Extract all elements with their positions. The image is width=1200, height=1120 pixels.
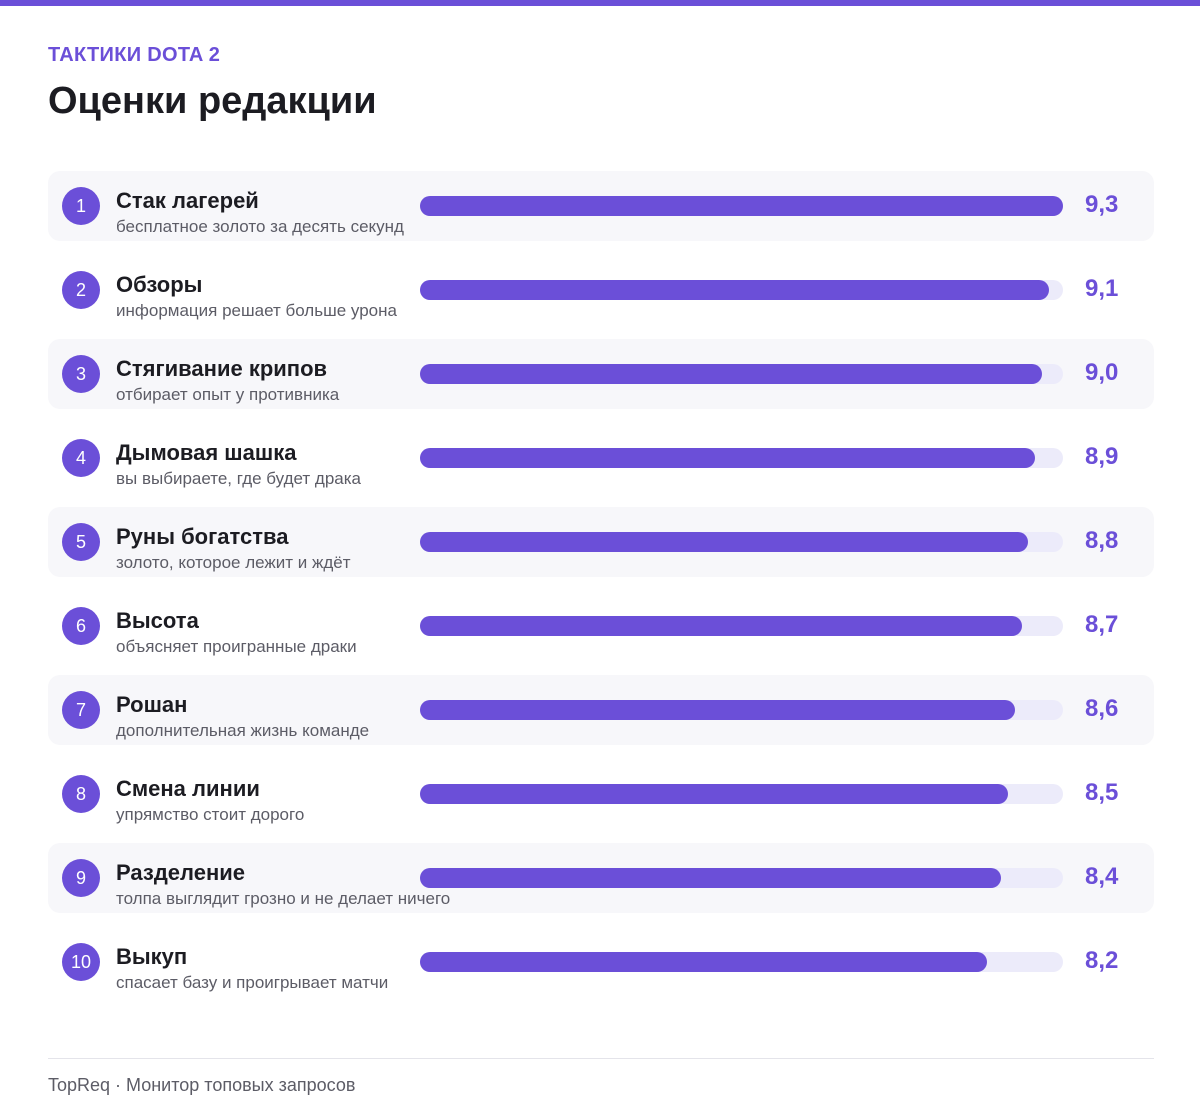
score-bar-fill <box>420 700 1015 720</box>
score-bar-track <box>420 784 1063 804</box>
section-kicker: ТАКТИКИ DOTA 2 <box>48 44 221 66</box>
tactic-name: Рошан <box>116 692 188 717</box>
rating-row: 2 Обзоры информация решает больше урона … <box>48 255 1154 325</box>
score-value: 9,0 <box>1085 359 1119 386</box>
tactic-description: бесплатное золото за десять секунд <box>116 217 404 236</box>
tactic-description: информация решает больше урона <box>116 301 397 320</box>
rating-row: 7 Рошан дополнительная жизнь команде 8,6 <box>48 675 1154 745</box>
footer-credit: TopReq · Монитор топовых запросов <box>48 1075 356 1095</box>
tactic-description: толпа выглядит грозно и не делает ничего <box>116 889 451 908</box>
ratings-list: 1 Стак лагерей бесплатное золото за деся… <box>48 171 1154 1011</box>
rank-badge: 9 <box>62 859 100 897</box>
tactic-name: Стягивание крипов <box>116 356 328 381</box>
rating-row: 8 Смена линии упрямство стоит дорого 8,5 <box>48 759 1154 829</box>
tactic-name: Разделение <box>116 860 245 885</box>
score-bar-track <box>420 280 1063 300</box>
rank-badge: 4 <box>62 439 100 477</box>
page-title: Оценки редакции <box>48 80 377 122</box>
rank-badge: 6 <box>62 607 100 645</box>
tactic-description: отбирает опыт у противника <box>116 385 340 404</box>
tactic-name: Смена линии <box>116 776 260 801</box>
score-bar-fill <box>420 868 1001 888</box>
score-bar-fill <box>420 448 1036 468</box>
rank-badge: 8 <box>62 775 100 813</box>
tactic-description: золото, которое лежит и ждёт <box>116 553 351 572</box>
tactic-name: Обзоры <box>116 272 203 297</box>
score-bar-track <box>420 532 1063 552</box>
score-bar-track <box>420 952 1063 972</box>
rating-row: 3 Стягивание крипов отбирает опыт у прот… <box>48 339 1154 409</box>
footer-divider <box>48 1058 1154 1059</box>
score-bar-fill <box>420 196 1063 216</box>
score-value: 8,8 <box>1085 527 1119 554</box>
rank-badge: 3 <box>62 355 100 393</box>
score-value: 9,3 <box>1085 191 1119 218</box>
score-value: 8,9 <box>1085 443 1119 470</box>
score-bar-fill <box>420 532 1029 552</box>
tactic-description: упрямство стоит дорого <box>116 805 305 824</box>
tactic-name: Дымовая шашка <box>116 440 297 465</box>
score-value: 8,6 <box>1085 695 1119 722</box>
rating-row: 5 Руны богатства золото, которое лежит и… <box>48 507 1154 577</box>
rating-row: 10 Выкуп спасает базу и проигрывает матч… <box>48 927 1154 997</box>
score-bar-track <box>420 700 1063 720</box>
rating-row: 6 Высота объясняет проигранные драки 8,7 <box>48 591 1154 661</box>
score-bar-track <box>420 448 1063 468</box>
score-bar-track <box>420 616 1063 636</box>
tactic-description: объясняет проигранные драки <box>116 637 357 656</box>
top-accent-bar <box>0 0 1200 6</box>
score-bar-fill <box>420 784 1008 804</box>
rank-badge: 7 <box>62 691 100 729</box>
score-bar-fill <box>420 364 1043 384</box>
tactic-name: Высота <box>116 608 199 633</box>
score-value: 9,1 <box>1085 275 1119 302</box>
score-bar-track <box>420 868 1063 888</box>
tactic-description: вы выбираете, где будет драка <box>116 469 361 488</box>
score-bar-track <box>420 196 1063 216</box>
rating-row: 9 Разделение толпа выглядит грозно и не … <box>48 843 1154 913</box>
score-bar-fill <box>420 616 1022 636</box>
score-bar-track <box>420 364 1063 384</box>
rank-badge: 5 <box>62 523 100 561</box>
score-value: 8,7 <box>1085 611 1119 638</box>
tactic-name: Выкуп <box>116 944 188 969</box>
rating-row: 4 Дымовая шашка вы выбираете, где будет … <box>48 423 1154 493</box>
score-bar-fill <box>420 952 987 972</box>
rank-badge: 1 <box>62 187 100 225</box>
rank-badge: 2 <box>62 271 100 309</box>
tactic-name: Стак лагерей <box>116 188 259 213</box>
tactic-description: спасает базу и проигрывает матчи <box>116 973 389 992</box>
score-value: 8,2 <box>1085 947 1119 974</box>
score-bar-fill <box>420 280 1050 300</box>
tactic-description: дополнительная жизнь команде <box>116 721 370 740</box>
rating-row: 1 Стак лагерей бесплатное золото за деся… <box>48 171 1154 241</box>
tactic-name: Руны богатства <box>116 524 289 549</box>
score-value: 8,5 <box>1085 779 1119 806</box>
rank-badge: 10 <box>62 943 100 981</box>
score-value: 8,4 <box>1085 863 1119 890</box>
